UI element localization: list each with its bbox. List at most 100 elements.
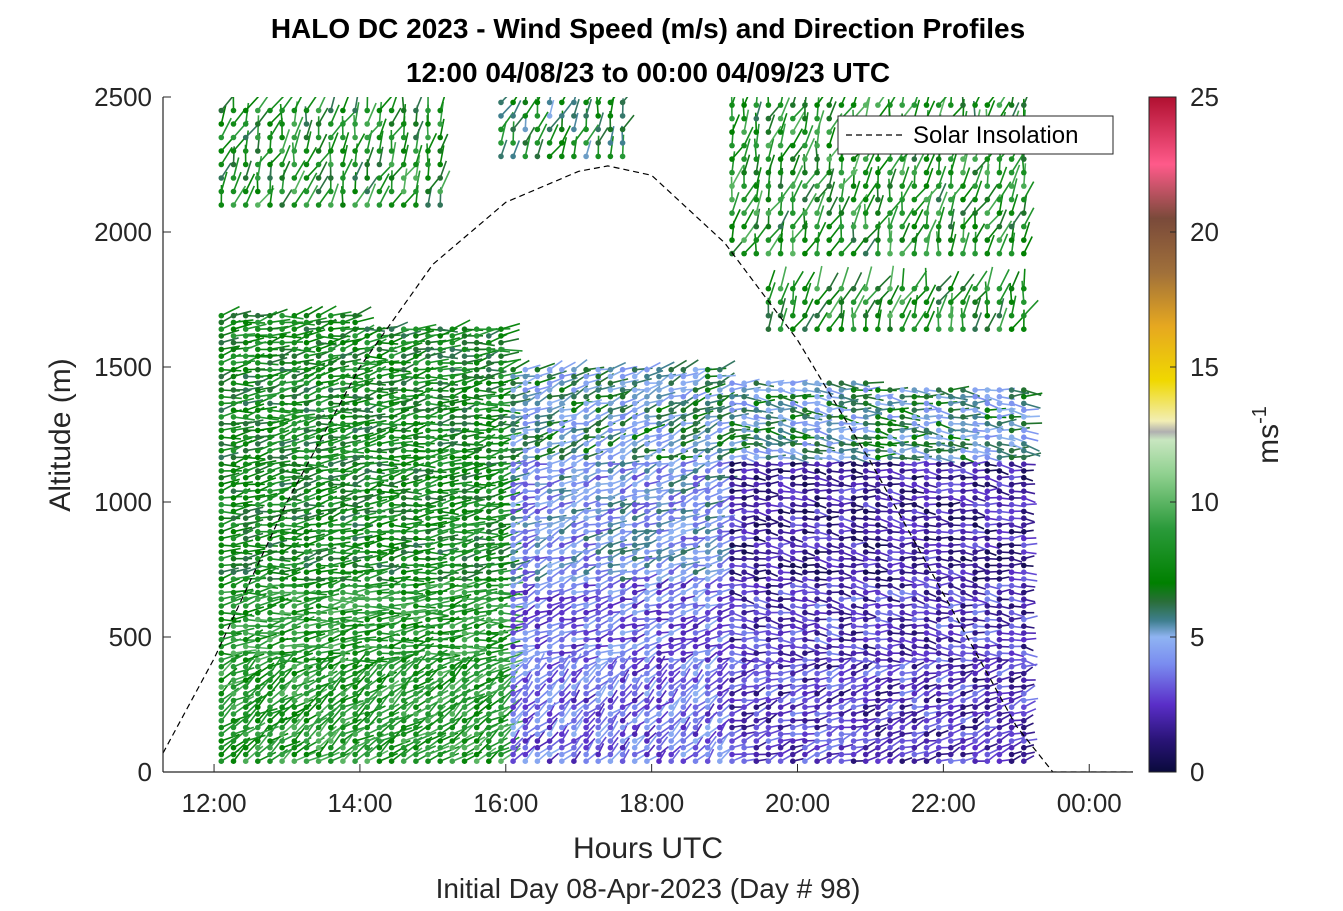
wind-barb-dot [595,474,601,481]
wind-barb-dot [267,175,273,181]
wind-barb-dot [498,636,504,643]
wind-barb-dot [242,677,249,683]
wind-barb-dot [352,441,358,447]
wind-barb-dot [279,468,285,474]
wind-barb-dot [437,744,444,751]
wind-barb-shaft [415,510,435,519]
wind-barb-dot [279,643,285,650]
wind-barb-dot [607,542,614,548]
wind-barb-dot [400,576,407,582]
wind-barb-dot [291,738,298,744]
wind-barb-dot [254,161,261,168]
wind-barb-dot [473,697,480,704]
wind-barb-dot [328,528,334,535]
wind-barb-dot [449,360,456,366]
wind-barb-dot [473,704,480,710]
wind-barb-dot [242,353,249,360]
wind-barb-dot [267,161,273,168]
wind-barb-dot [583,528,589,535]
wind-barb-shaft [294,679,315,688]
wind-barb-shaft [573,98,580,117]
wind-barb-dot [534,113,541,119]
wind-barb-dot [425,542,431,548]
wind-barb-dot [230,461,237,468]
wind-barb-dot [413,569,419,575]
wind-barb-dot [595,562,601,569]
wind-barb-dot [376,738,383,744]
wind-barb-dot [242,663,249,670]
wind-barb-dot [364,515,371,521]
wind-barb-dot [571,711,577,717]
wind-barb-dot [583,738,589,744]
wind-barb-dot [267,148,273,154]
wind-barb-dot [364,333,371,339]
wind-barb-dot [242,670,249,677]
wind-barb-dot [425,420,431,427]
wind-barb-dot [242,596,249,602]
wind-barb-shaft [391,540,411,546]
wind-barb-dot [352,657,358,663]
wind-barb-dot [242,623,249,629]
wind-barb-dot [437,400,444,407]
wind-barb-dot [279,339,285,346]
wind-barb-shaft [330,326,350,330]
wind-barb-dot [303,121,310,127]
wind-barb-dot [242,684,249,690]
wind-barb-dot [437,738,444,744]
wind-barb-shaft [500,664,520,675]
wind-barb-dot [315,319,322,326]
wind-barb-dot [303,161,310,168]
wind-barb-shaft [366,705,386,715]
wind-barb-dot [279,535,285,542]
wind-barb-shaft [294,496,316,506]
wind-barb-dot [486,434,492,441]
wind-barb-shaft [476,341,495,347]
wind-barb-dot [291,522,298,528]
wind-barb-dot [461,407,468,414]
wind-barb-shaft [366,365,387,378]
wind-barb-dot [595,630,601,636]
wind-barb-shaft [391,679,415,688]
wind-barb-dot [291,474,298,481]
wind-barb-dot [315,488,322,495]
wind-barb-shaft [549,514,567,519]
wind-barb-dot [631,468,638,474]
wind-barb-dot [254,569,261,575]
wind-barb-dot [352,711,358,717]
wind-barb-dot [461,393,468,400]
wind-barb-dot [583,387,589,393]
wind-barb-dot [352,407,358,414]
wind-barb-shaft [379,544,400,550]
wind-barb-dot [303,134,310,141]
wind-barb-shaft [427,339,447,344]
wind-barb-dot [230,360,237,366]
wind-barb-shaft [220,97,234,112]
wind-barb-dot [583,515,589,521]
wind-barb-dot [571,596,577,602]
wind-barb-shaft [366,146,375,165]
wind-barb-dot [340,474,346,481]
wind-barb-dot [461,346,468,353]
wind-barb-dot [546,751,553,758]
wind-barb-dot [425,454,431,461]
wind-barb-dot [400,630,407,636]
wind-barb-dot [376,515,383,521]
wind-barb-dot [522,126,529,133]
wind-barb-shaft [318,568,338,573]
wind-barb-dot [498,407,504,414]
wind-barb-dot [631,603,638,609]
wind-barb-dot [242,468,249,474]
wind-barb-dot [607,522,614,528]
wind-barb-dot [595,555,601,562]
wind-barb-shaft [403,520,424,526]
wind-barb-shaft [610,390,629,398]
wind-barb-dot [619,738,626,744]
wind-barb-dot [546,461,553,468]
wind-barb-shaft [294,330,314,337]
wind-barb-dot [303,366,310,373]
wind-barb-dot [218,657,225,663]
wind-barb-dot [571,441,577,447]
wind-barb-dot [559,488,565,495]
wind-barb-dot [328,562,334,569]
wind-barb-dot [413,501,419,508]
